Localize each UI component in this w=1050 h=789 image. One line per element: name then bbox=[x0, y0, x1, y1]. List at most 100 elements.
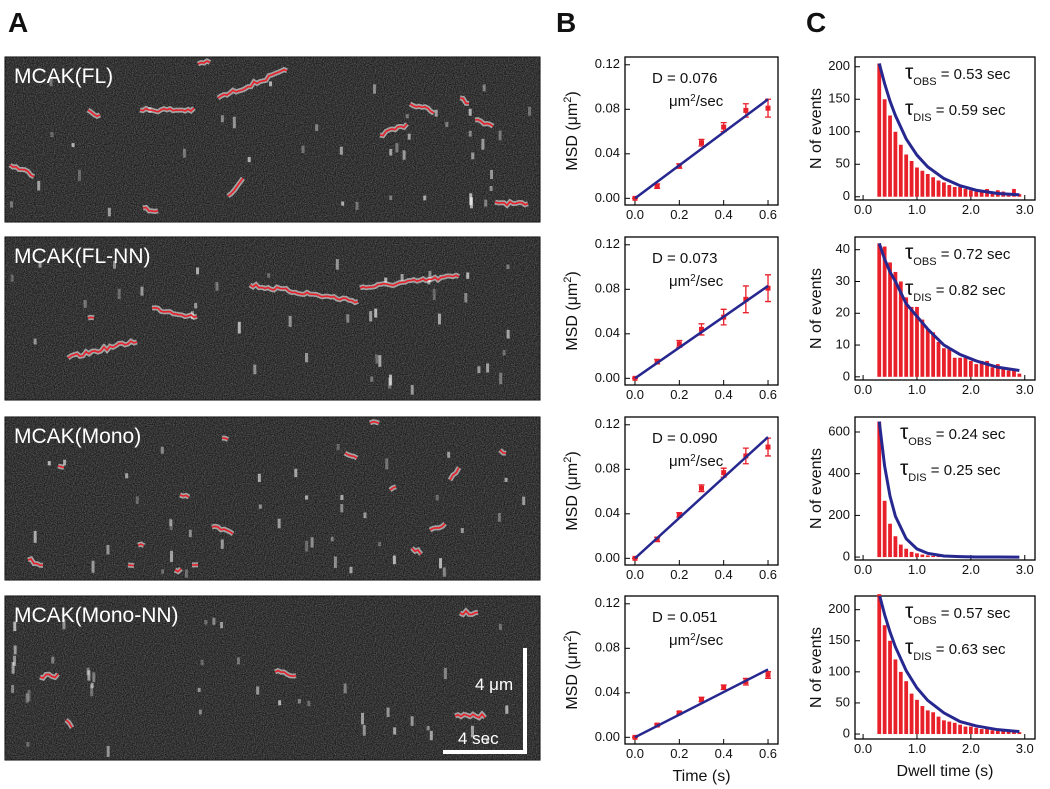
histogram-bar bbox=[909, 693, 914, 735]
y-axis-label: N of events bbox=[808, 268, 825, 349]
kymograph-speck bbox=[267, 273, 271, 278]
text-part: 2 bbox=[562, 97, 574, 103]
fit-curve bbox=[877, 242, 1020, 372]
trace bbox=[179, 494, 190, 498]
x-tick-label: 0.2 bbox=[670, 567, 688, 582]
y-tick-label: 0 bbox=[843, 549, 850, 564]
histogram-bar bbox=[1012, 370, 1016, 377]
histogram-bar bbox=[936, 716, 941, 735]
data-point bbox=[676, 710, 682, 716]
histogram-bar bbox=[942, 182, 946, 197]
y-axis-label: N of events bbox=[808, 88, 825, 169]
text-part: = 0.82 sec bbox=[932, 282, 1006, 299]
kymograph-speck bbox=[11, 684, 15, 693]
kymograph-speck bbox=[432, 288, 436, 301]
kymograph-speck bbox=[336, 444, 340, 451]
kymograph-speck bbox=[384, 277, 388, 283]
kymograph-speck bbox=[200, 659, 204, 666]
text-part: OBS bbox=[913, 256, 936, 268]
kymograph-speck bbox=[470, 725, 474, 738]
kymograph-speck bbox=[389, 148, 393, 156]
y-tick-label: 50 bbox=[836, 694, 850, 709]
kymograph-speck bbox=[33, 530, 37, 543]
panel-label: B bbox=[556, 7, 576, 38]
kymograph-speck bbox=[378, 355, 382, 367]
data-point bbox=[721, 124, 727, 130]
kymograph-speck bbox=[47, 461, 51, 466]
kymograph-speck bbox=[106, 544, 110, 555]
trace bbox=[454, 712, 486, 719]
kymograph-speck bbox=[305, 540, 309, 552]
kymograph-speck bbox=[125, 473, 129, 479]
histogram-bar bbox=[931, 332, 936, 377]
kymograph-speck bbox=[37, 180, 41, 191]
histogram-bar bbox=[942, 348, 946, 377]
histogram-bar bbox=[931, 712, 936, 735]
annotation-unit: μm2/sec bbox=[669, 632, 724, 650]
kymograph-speck bbox=[471, 152, 475, 160]
y-tick-label: 0.04 bbox=[595, 505, 620, 520]
histogram-bar bbox=[979, 729, 984, 735]
plot-frame bbox=[624, 595, 779, 745]
histogram-bar bbox=[893, 131, 898, 197]
kymograph-speck bbox=[502, 350, 506, 356]
kymograph-speck bbox=[370, 376, 374, 382]
kymograph-speck bbox=[182, 148, 186, 158]
x-tick-label: 1.0 bbox=[908, 202, 926, 217]
kymograph-speck bbox=[13, 655, 17, 666]
y-tick-label: 0 bbox=[843, 725, 850, 740]
kymograph-speck bbox=[77, 169, 81, 182]
histogram-bar bbox=[909, 161, 914, 197]
kymograph-speck bbox=[489, 186, 493, 191]
kymograph-speck bbox=[434, 109, 438, 117]
x-tick-label: 1.0 bbox=[908, 741, 926, 756]
histogram-bar bbox=[915, 699, 919, 735]
trace bbox=[249, 283, 359, 304]
kymograph-speck bbox=[106, 745, 110, 757]
trace bbox=[197, 60, 211, 65]
histogram-bar bbox=[931, 555, 936, 558]
plot-frame bbox=[854, 236, 1036, 381]
y-axis-label: MSD (μm2) bbox=[562, 271, 581, 350]
fit-curve bbox=[877, 63, 1020, 197]
y-tick-label: 600 bbox=[828, 423, 850, 438]
text-part: τ bbox=[905, 97, 914, 120]
histogram-bar bbox=[882, 500, 887, 558]
trace bbox=[87, 109, 101, 118]
kymograph-speck bbox=[117, 288, 121, 300]
kymograph-speck bbox=[13, 621, 17, 632]
kymograph-speck bbox=[50, 131, 54, 138]
histogram-bar bbox=[915, 553, 919, 558]
histogram-bar bbox=[931, 177, 936, 197]
trace bbox=[379, 123, 408, 137]
kymograph-speck bbox=[27, 689, 31, 702]
text-part: τ bbox=[905, 241, 914, 264]
kymograph-speck bbox=[113, 260, 117, 269]
kymograph-speck bbox=[481, 138, 485, 150]
kymograph-label: MCAK(Mono) bbox=[14, 425, 141, 448]
annotation: τDIS = 0.63 sec bbox=[905, 636, 1006, 663]
y-tick-label: 20 bbox=[836, 305, 850, 320]
kymograph-speck bbox=[215, 281, 219, 291]
kymograph-speck bbox=[257, 473, 261, 482]
histogram-bar bbox=[925, 174, 930, 197]
kymograph-speck bbox=[360, 712, 364, 725]
kymograph-speck bbox=[395, 143, 399, 153]
fit-line bbox=[634, 668, 769, 739]
trace bbox=[139, 107, 195, 113]
kymograph-speck bbox=[447, 451, 451, 458]
kymograph-speck bbox=[220, 115, 224, 123]
text-part: OBS bbox=[908, 436, 931, 448]
trace bbox=[87, 316, 95, 319]
kymograph-speck bbox=[484, 199, 488, 207]
histogram-bar bbox=[952, 722, 957, 735]
kymograph-speck bbox=[294, 468, 298, 478]
kymograph-speck bbox=[372, 84, 376, 94]
trace bbox=[65, 719, 73, 729]
kymograph-speck bbox=[346, 314, 350, 323]
trace bbox=[429, 523, 446, 531]
trace bbox=[211, 525, 234, 535]
y-tick-label: 0.12 bbox=[595, 416, 620, 431]
text-part: DIS bbox=[913, 112, 931, 124]
histogram-bar bbox=[920, 706, 925, 735]
